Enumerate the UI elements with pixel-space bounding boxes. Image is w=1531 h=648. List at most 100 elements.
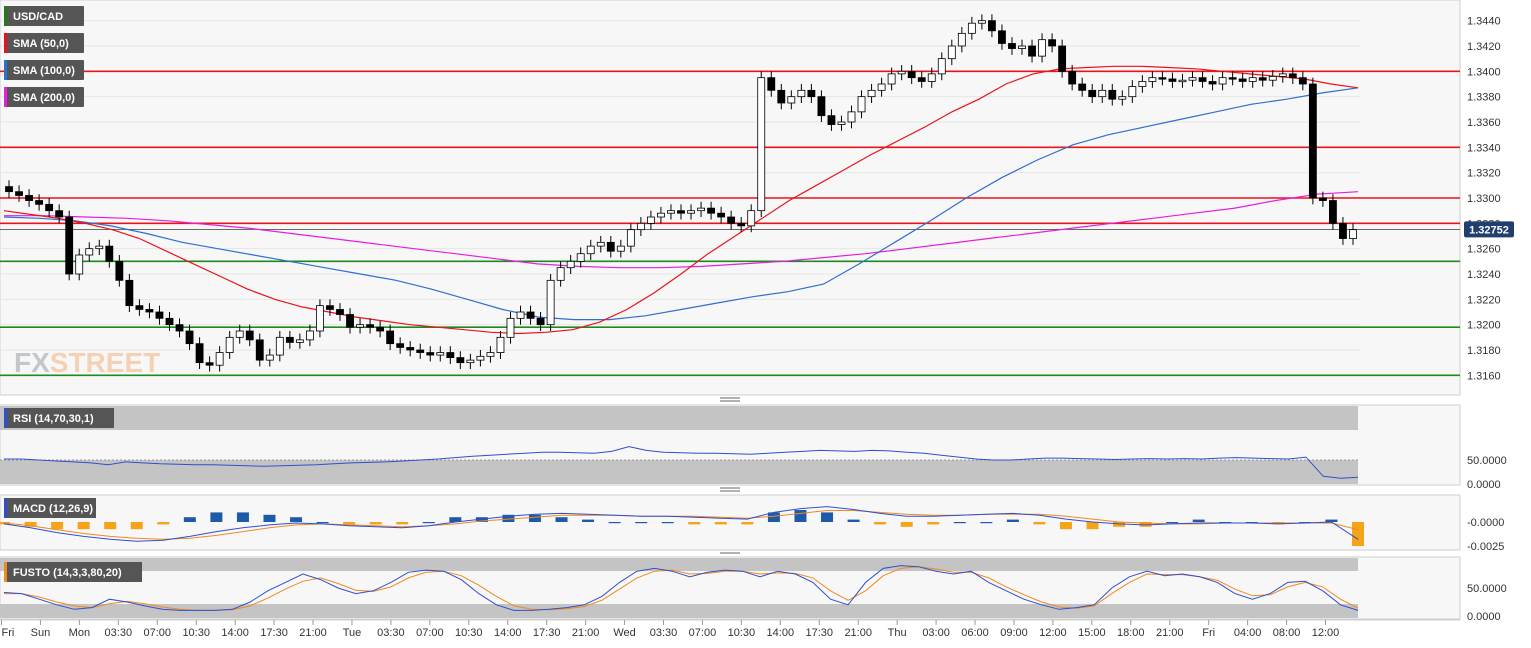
- candle: [205, 356, 214, 372]
- candle: [75, 248, 84, 281]
- macd-histogram-bar: [1352, 522, 1364, 546]
- candle: [1288, 67, 1297, 84]
- macd-line: [3, 506, 1359, 542]
- candle: [1038, 33, 1046, 63]
- candle: [566, 255, 575, 274]
- x-tick-label: 17:30: [805, 627, 833, 639]
- macd-histogram-bar: [1059, 522, 1072, 530]
- candle: [1218, 71, 1227, 91]
- macd-histogram-bar: [847, 519, 860, 522]
- candle: [195, 337, 204, 369]
- x-tick-label: 15:00: [1078, 627, 1106, 639]
- candle: [105, 239, 114, 268]
- candle: [636, 217, 645, 236]
- time-axis: Fri Sun Mon 03:30 07:00 10:30 14:00 17:30 21:00 T…: [0, 619, 1460, 639]
- candle: [1268, 70, 1277, 87]
- x-tick-label: 21:00: [299, 627, 327, 639]
- candle: [426, 346, 435, 362]
- macd-histogram-bar: [77, 522, 90, 530]
- x-tick-label: Sun: [31, 627, 51, 639]
- macd-histogram-bar: [555, 517, 568, 522]
- candle: [957, 27, 966, 53]
- y-tick-label: 1.3400: [1467, 66, 1501, 78]
- candle: [1028, 39, 1036, 63]
- rsi-legend[interactable]: RSI (14,70,30,1): [4, 408, 114, 428]
- main-price-panel: FXSTREET 1.3160 1.3180 1.3200 1.3220 1.3240 1…: [0, 0, 1514, 396]
- candle: [1068, 65, 1077, 91]
- macd-histogram-bar: [874, 522, 887, 525]
- x-tick-label: 12:00: [1039, 627, 1067, 639]
- macd-histogram-bar: [422, 522, 435, 524]
- candle: [316, 299, 324, 338]
- y-tick-label: 1.3420: [1467, 41, 1501, 53]
- candle: [907, 65, 916, 84]
- candle: [486, 346, 495, 363]
- legend-item[interactable]: SMA (50,0): [4, 33, 84, 53]
- candle: [436, 346, 445, 362]
- fusto-tick-label: 50.0000: [1467, 583, 1507, 595]
- candle: [967, 16, 976, 40]
- candle: [998, 24, 1006, 50]
- candle: [235, 324, 244, 344]
- candle: [1339, 217, 1347, 245]
- candle: [1138, 75, 1147, 93]
- legend-label: SMA (50,0): [13, 38, 69, 50]
- legend-item[interactable]: SMA (100,0): [4, 60, 84, 80]
- fusto-legend[interactable]: FUSTO (14,3,3,80,20): [4, 562, 142, 582]
- macd-histogram-bar: [263, 514, 276, 522]
- candle: [757, 71, 766, 217]
- candle: [947, 39, 956, 65]
- candle: [125, 274, 134, 312]
- candle: [787, 90, 796, 110]
- candle: [346, 308, 354, 334]
- y-tick-label: 1.3380: [1467, 92, 1501, 104]
- sma-50-line: [3, 65, 1359, 335]
- legend-item[interactable]: SMA (200,0): [4, 87, 84, 107]
- candle: [937, 52, 946, 81]
- x-tick-label: 14:00: [221, 627, 249, 639]
- candle: [65, 210, 74, 281]
- candle: [366, 318, 374, 334]
- x-tick-label: 17:30: [533, 627, 561, 639]
- candle: [1228, 71, 1237, 86]
- candle: [737, 217, 746, 233]
- macd-histogram-bar: [661, 522, 674, 524]
- candle: [496, 331, 505, 359]
- macd-histogram-bar: [1033, 522, 1046, 525]
- candle: [25, 189, 33, 207]
- candle: [275, 331, 284, 362]
- panel-splitter[interactable]: [720, 397, 740, 402]
- candle: [1108, 84, 1117, 106]
- macd-histogram-bar: [183, 517, 196, 522]
- candle: [1188, 71, 1197, 87]
- candle: [265, 348, 274, 367]
- candle: [677, 204, 685, 220]
- candle: [1198, 71, 1207, 88]
- candle: [1168, 72, 1177, 88]
- macd-tick-label: -0.0025: [1467, 541, 1504, 553]
- candle: [927, 67, 936, 88]
- legend-item[interactable]: USD/CAD: [4, 6, 84, 26]
- macd-histogram-bar: [316, 522, 329, 524]
- macd-legend-label: MACD (12,26,9): [13, 503, 93, 515]
- y-tick-label: 1.3220: [1467, 294, 1501, 306]
- candle: [1008, 37, 1016, 55]
- macd-histogram-bar: [396, 522, 409, 525]
- candle: [5, 180, 13, 198]
- candle: [546, 274, 555, 331]
- x-tick-label: Fri: [1202, 627, 1215, 639]
- candle: [717, 206, 726, 224]
- x-tick-label: 07:00: [689, 627, 717, 639]
- candle: [1278, 67, 1287, 83]
- macd-histogram-bar: [528, 514, 541, 522]
- candle: [115, 255, 124, 287]
- candle: [155, 305, 164, 325]
- panel-splitter[interactable]: [720, 487, 740, 492]
- candle: [255, 333, 264, 367]
- legend-label: USD/CAD: [13, 11, 63, 23]
- y-tick-label: 1.3200: [1467, 320, 1501, 332]
- macd-legend[interactable]: MACD (12,26,9): [4, 498, 96, 518]
- candle: [576, 247, 585, 268]
- rsi-legend-label: RSI (14,70,30,1): [13, 413, 94, 425]
